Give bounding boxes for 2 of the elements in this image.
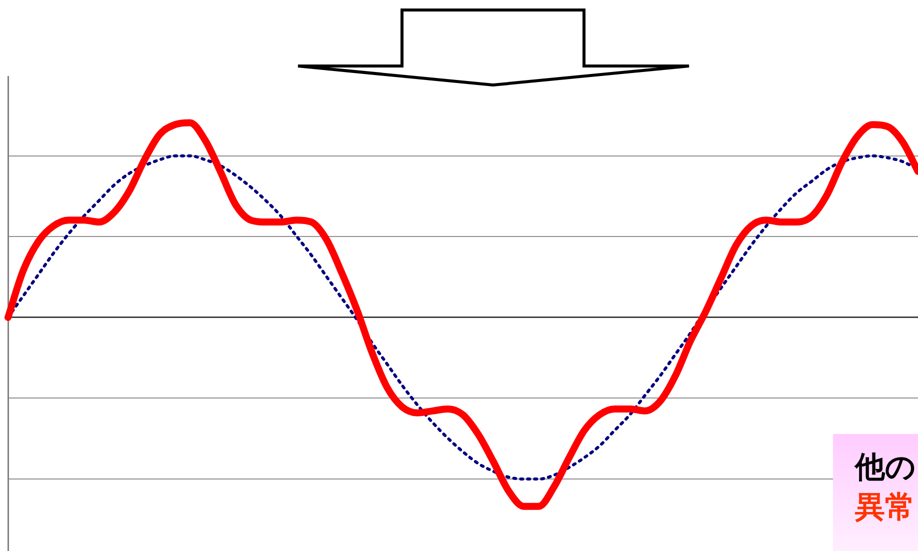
annotation: 他の (855, 449, 917, 487)
annotation: 異常 (855, 489, 916, 527)
